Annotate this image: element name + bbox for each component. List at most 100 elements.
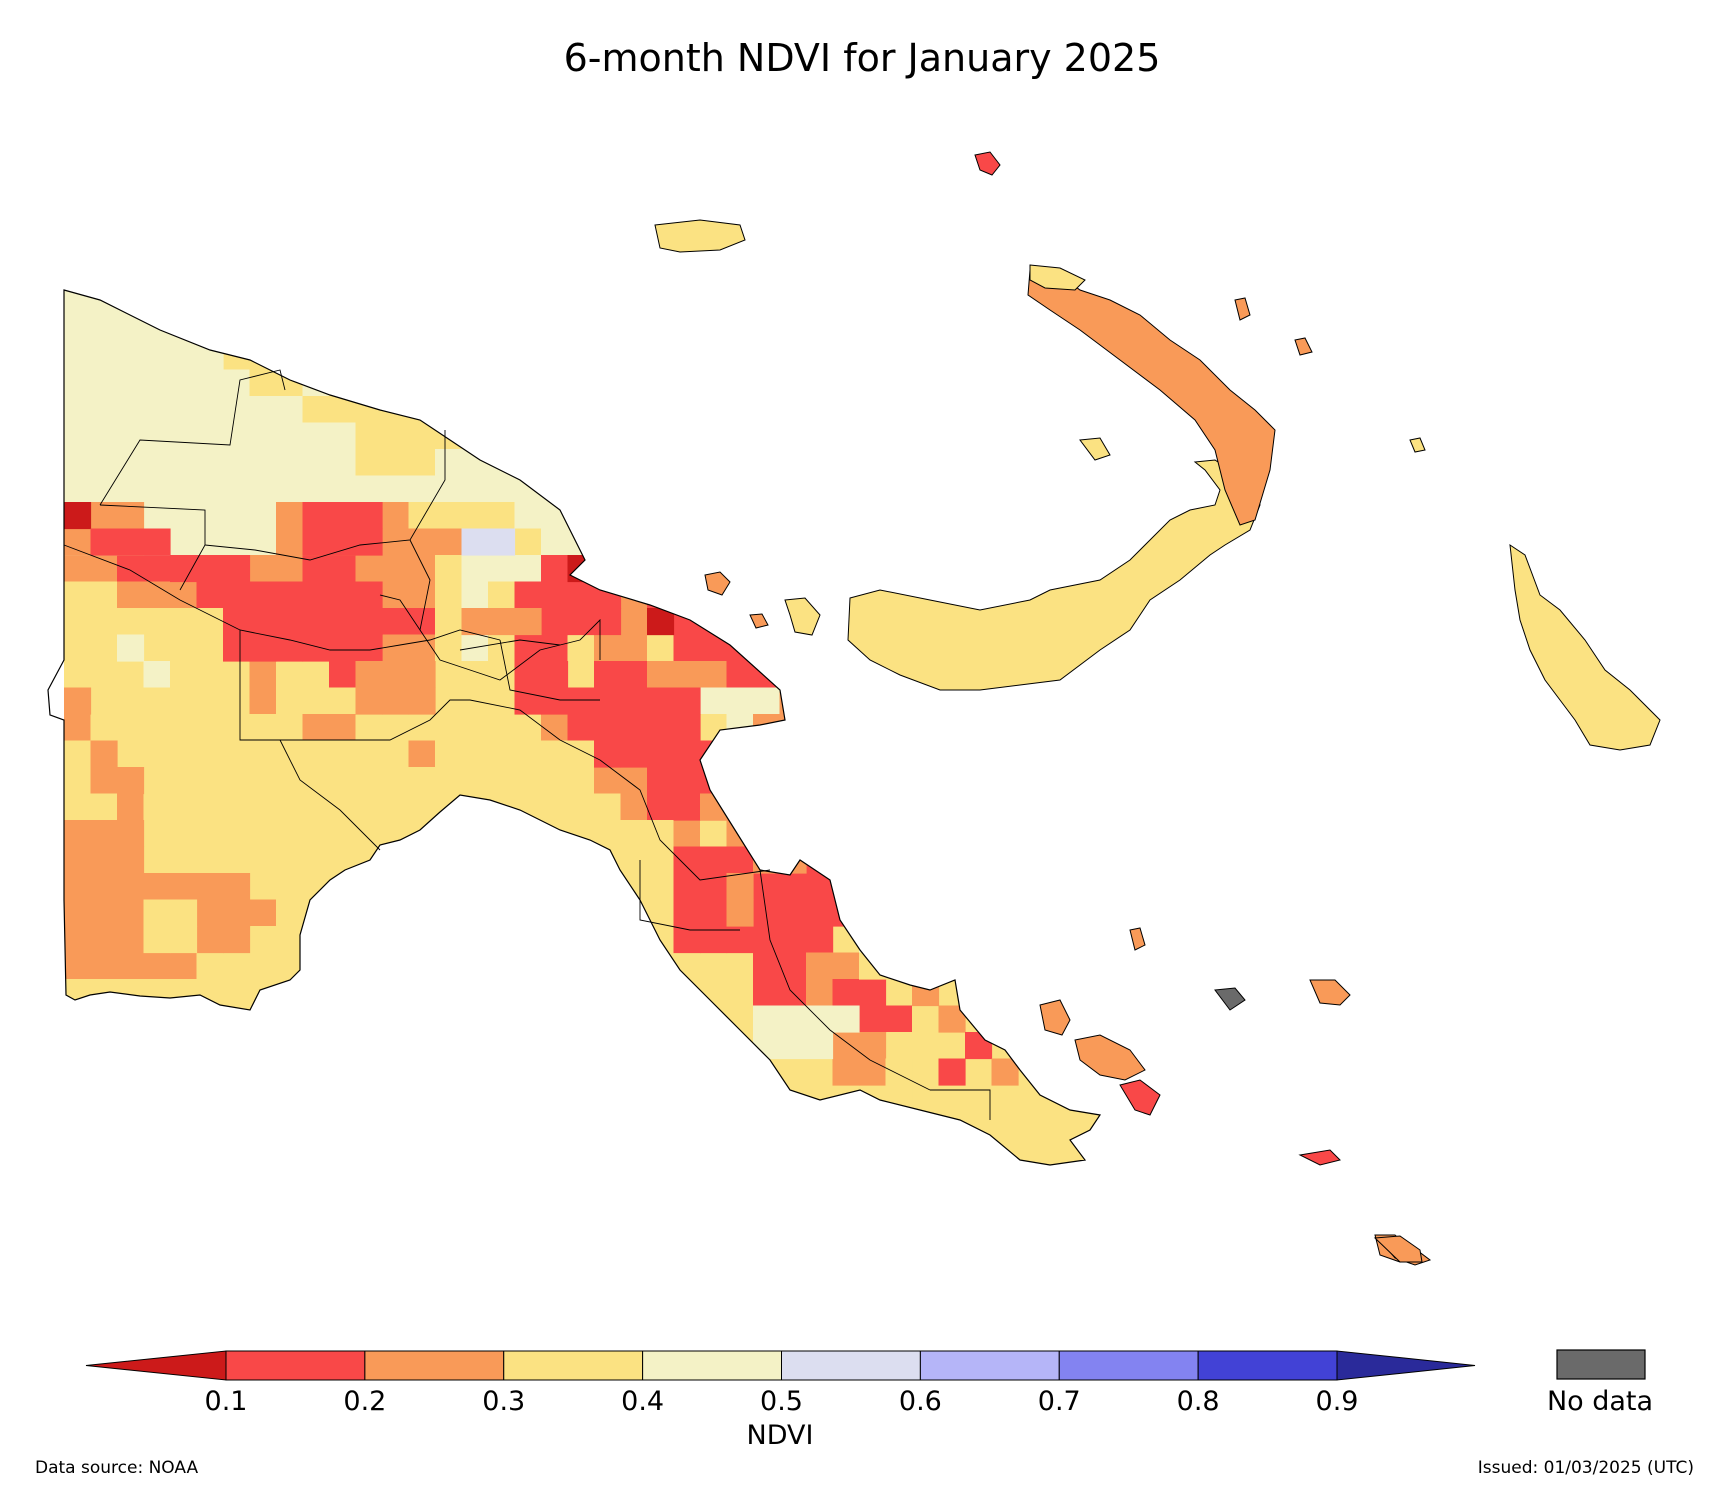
ndvi-cell — [143, 581, 171, 609]
ndvi-cell — [779, 873, 807, 901]
ndvi-cell — [249, 1138, 277, 1165]
ndvi-cell — [1124, 741, 1151, 768]
ndvi-cell — [1044, 1058, 1072, 1086]
colorbar — [85, 1350, 1476, 1381]
ndvi-cell — [912, 1111, 940, 1139]
ndvi-cell — [382, 952, 410, 980]
ndvi-cell — [806, 767, 834, 795]
ndvi-cell — [885, 793, 913, 821]
ndvi-cell — [488, 581, 516, 609]
ndvi-cell — [779, 767, 807, 795]
ndvi-cell — [276, 1244, 303, 1271]
ndvi-cell — [276, 502, 304, 530]
ndvi-cell — [965, 952, 993, 980]
ndvi-cell — [753, 1244, 780, 1271]
ndvi-cell — [700, 528, 728, 556]
ndvi-cell — [382, 767, 410, 795]
ndvi-cell — [90, 1005, 118, 1033]
ndvi-cell — [832, 1005, 860, 1033]
ndvi-cell — [541, 952, 569, 980]
ndvi-cell — [355, 449, 383, 477]
ndvi-cell — [249, 899, 277, 927]
ndvi-cell — [620, 899, 648, 927]
ndvi-cell — [276, 449, 304, 477]
ndvi-cell — [938, 422, 966, 450]
ndvi-cell — [700, 449, 728, 477]
ndvi-cell — [408, 952, 436, 980]
ndvi-cell — [90, 714, 118, 742]
ndvi-cell — [329, 555, 357, 583]
ndvi-cell — [541, 1191, 568, 1218]
ndvi-cell — [726, 634, 754, 662]
ndvi-cell — [567, 581, 595, 609]
ndvi-cell — [435, 316, 463, 344]
ndvi-cell — [753, 581, 781, 609]
ndvi-cell — [515, 1191, 542, 1218]
ndvi-cell — [196, 1138, 224, 1165]
ndvi-cell — [409, 1271, 436, 1298]
ndvi-cell — [673, 661, 701, 689]
ndvi-cell — [621, 1244, 648, 1271]
ndvi-cell — [223, 475, 251, 503]
ndvi-cell — [514, 661, 542, 689]
ndvi-cell — [1097, 528, 1100, 556]
ndvi-cell — [541, 1218, 568, 1245]
ndvi-cell — [594, 290, 622, 318]
ndvi-cell — [409, 1191, 436, 1218]
ndvi-cell — [885, 846, 913, 874]
ndvi-cell — [620, 396, 648, 424]
ndvi-cell — [885, 343, 913, 371]
ndvi-cell — [170, 820, 198, 848]
ndvi-cell — [885, 793, 913, 821]
ndvi-cell — [196, 608, 224, 636]
ndvi-cell — [329, 793, 357, 821]
ndvi-cell — [382, 502, 410, 530]
ndvi-cell — [647, 740, 675, 768]
ndvi-cell — [965, 316, 993, 344]
ndvi-cell — [594, 714, 622, 742]
ndvi-cell — [170, 1005, 198, 1033]
ndvi-cell — [461, 1111, 489, 1139]
ndvi-cell — [170, 714, 198, 742]
ndvi-cell — [382, 1244, 409, 1271]
colorbar-bin — [1197, 1350, 1338, 1381]
colorbar-under-arrow — [85, 1350, 227, 1381]
ndvi-cell — [1044, 555, 1072, 583]
ndvi-cell — [276, 687, 304, 715]
ndvi-cell — [356, 1244, 383, 1271]
ndvi-cell — [488, 449, 516, 477]
ndvi-cell — [620, 1111, 648, 1139]
ndvi-cell — [620, 767, 648, 795]
ndvi-cell — [912, 846, 940, 874]
ndvi-cell — [382, 714, 410, 742]
ndvi-cell — [673, 767, 701, 795]
ndvi-cell — [408, 979, 436, 1007]
ndvi-cell — [673, 740, 701, 768]
ndvi-cell — [302, 1058, 330, 1086]
ndvi-cell — [726, 740, 754, 768]
ndvi-cell — [1071, 979, 1099, 1007]
ndvi-cell — [408, 555, 436, 583]
ndvi-cell — [461, 581, 489, 609]
ndvi-cell — [143, 475, 171, 503]
ndvi-cell — [1124, 476, 1151, 503]
ndvi-cell — [1044, 1058, 1072, 1086]
ndvi-cell — [196, 343, 224, 371]
ndvi-cell — [276, 1058, 304, 1086]
ndvi-cell — [753, 714, 781, 742]
ndvi-cell — [567, 290, 595, 318]
ndvi-cell — [64, 369, 92, 397]
ndvi-cell — [1044, 820, 1072, 848]
ndvi-cell — [1044, 528, 1072, 556]
ndvi-cell — [329, 820, 357, 848]
ndvi-cell — [170, 793, 198, 821]
ndvi-cell — [435, 369, 463, 397]
ndvi-cell — [514, 343, 542, 371]
ndvi-cell — [885, 687, 913, 715]
ndvi-cell — [1151, 1138, 1178, 1165]
ndvi-cell — [620, 316, 648, 344]
ndvi-cell — [965, 290, 993, 318]
ndvi-cell — [1151, 1165, 1178, 1192]
ndvi-cell — [779, 820, 807, 848]
ndvi-cell — [753, 502, 781, 530]
